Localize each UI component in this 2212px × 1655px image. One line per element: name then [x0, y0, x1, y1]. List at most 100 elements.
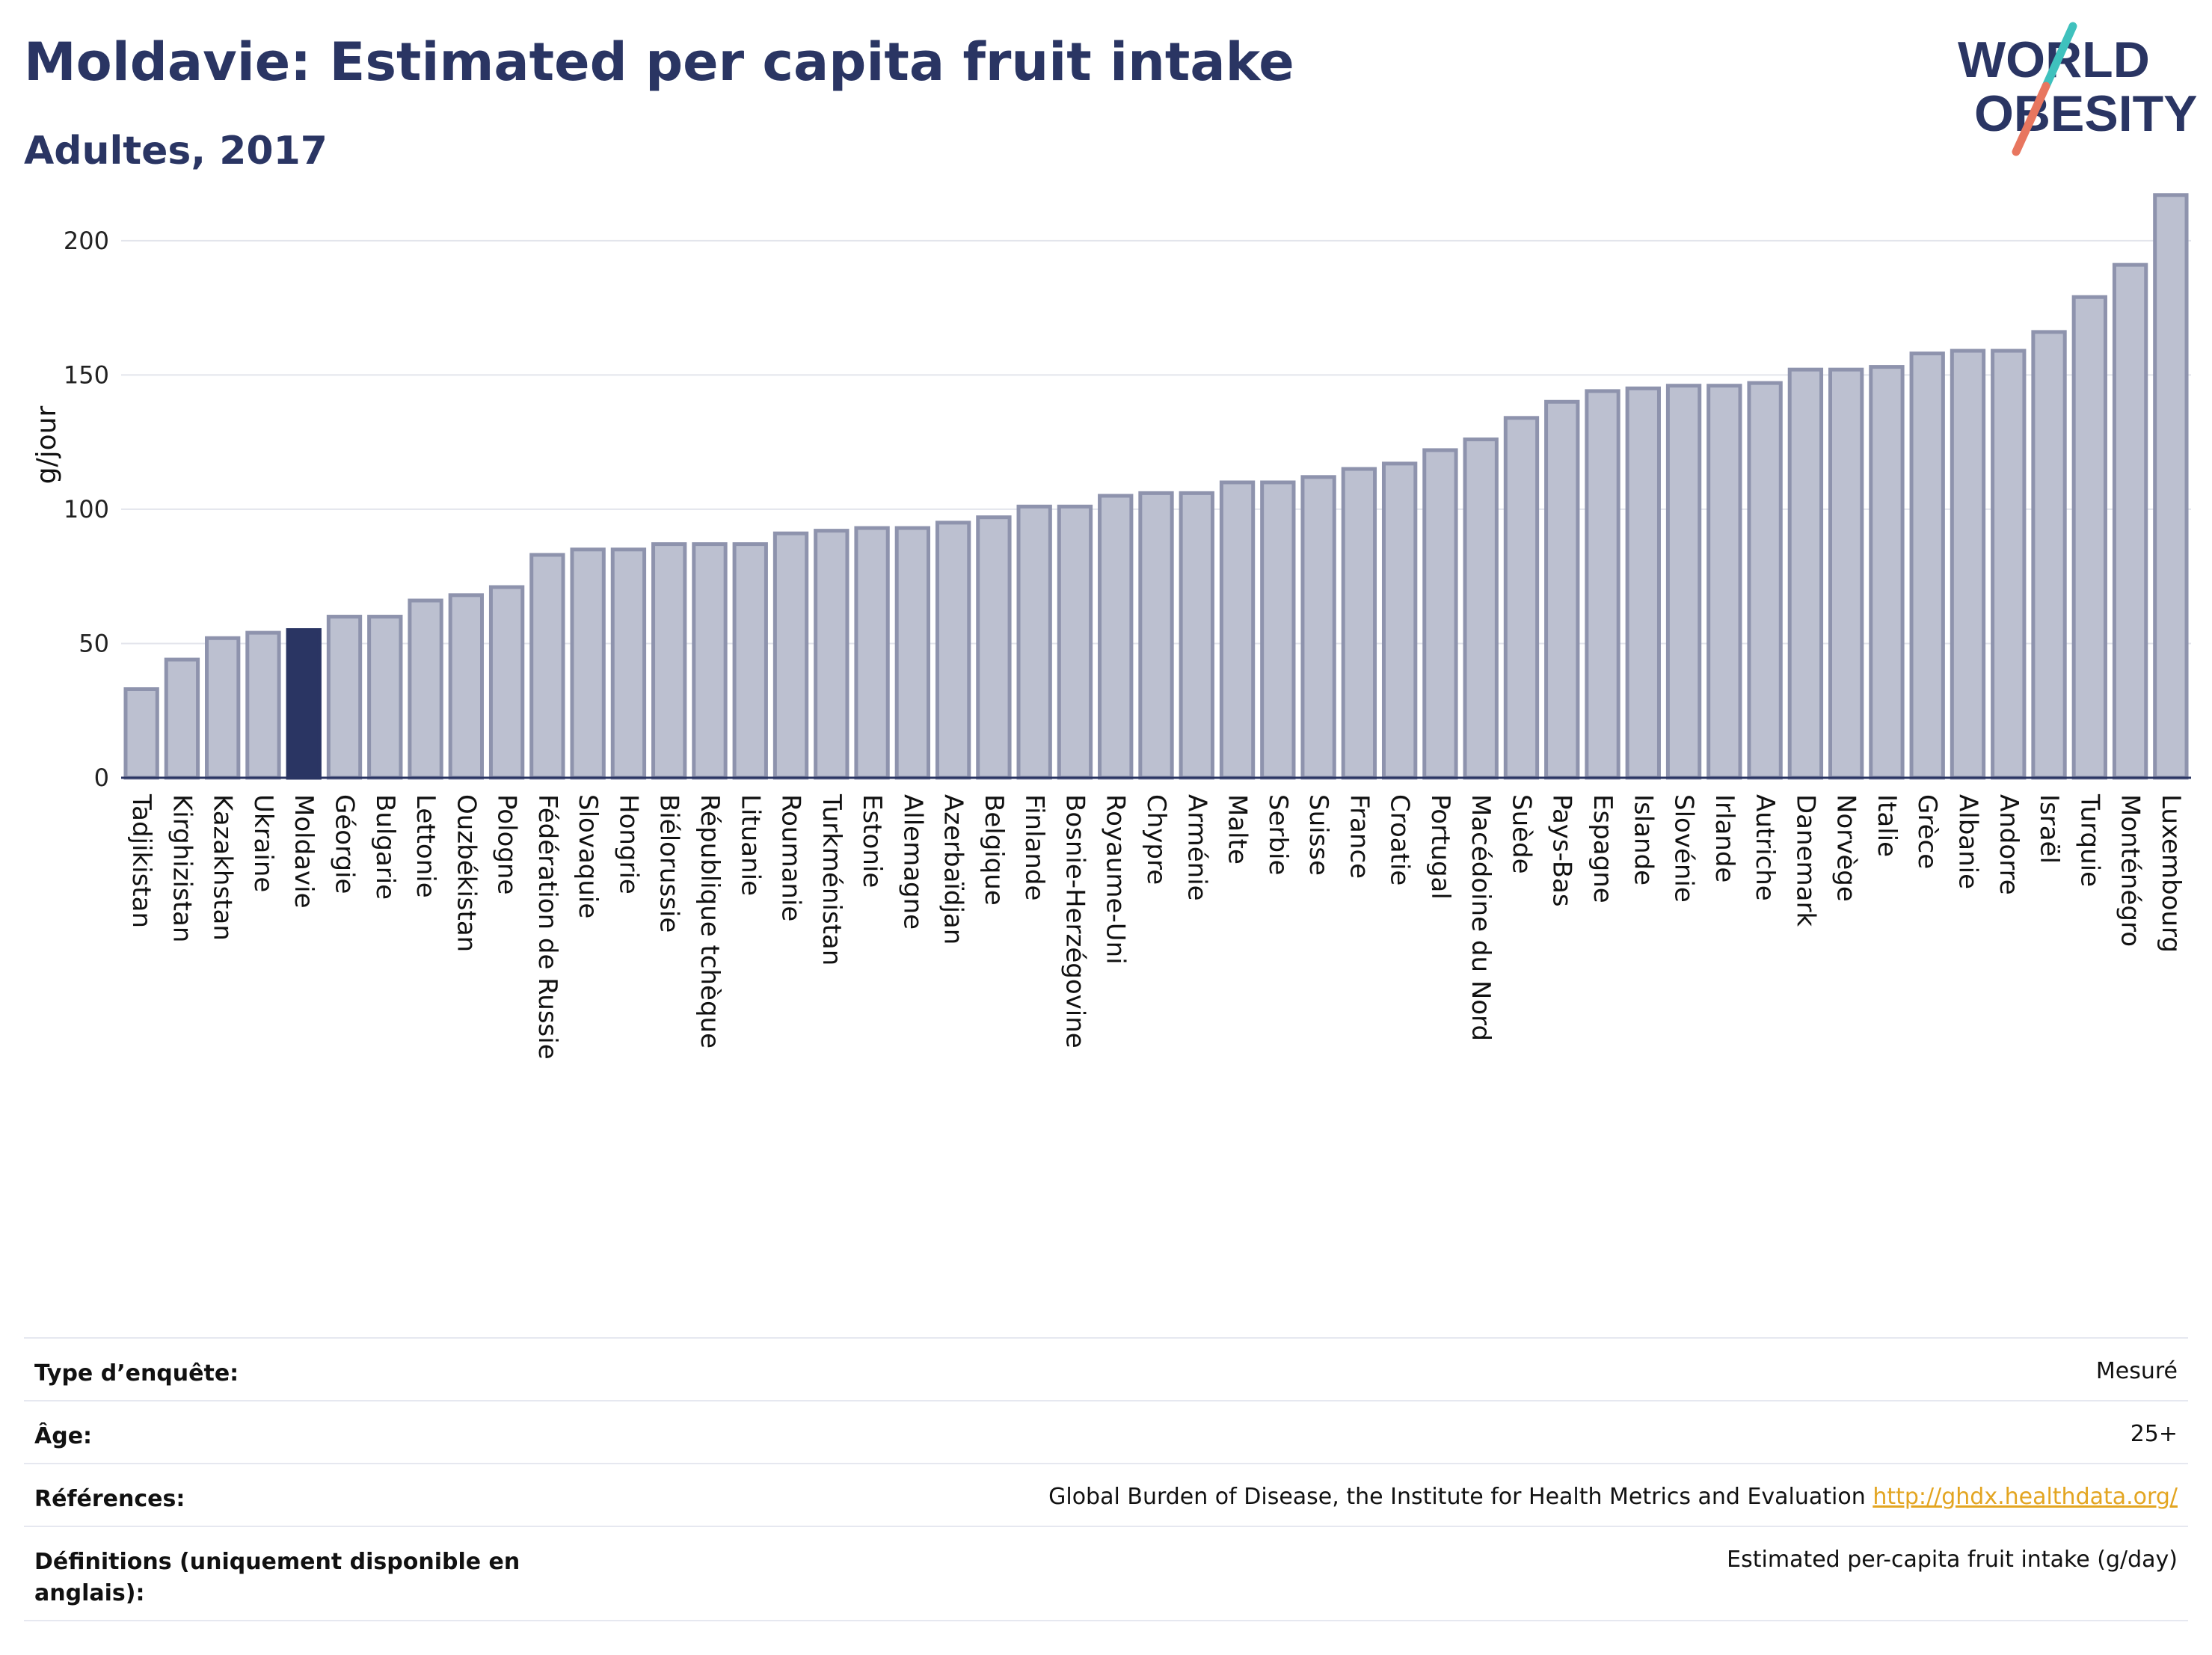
- x-tick-label: France: [1344, 794, 1374, 879]
- bar-bi-lorussie[interactable]: [651, 542, 687, 780]
- x-tick-label: Kazakhstan: [208, 794, 238, 941]
- bar-portugal[interactable]: [1422, 448, 1458, 780]
- y-tick-label: 50: [79, 629, 109, 657]
- bar-kirghizistan[interactable]: [164, 657, 200, 780]
- y-axis-ticks: 0 50 100 150 200: [64, 227, 109, 792]
- bar-autriche[interactable]: [1747, 381, 1783, 780]
- x-tick-label: Kirghizistan: [167, 794, 197, 942]
- x-tick-label: Italie: [1872, 794, 1902, 857]
- bar-r-publique-tch-que[interactable]: [692, 542, 728, 780]
- x-tick-label: Estonie: [857, 794, 887, 888]
- logo-slash-teal: [2042, 22, 2077, 90]
- logo-line2: OBESITY: [1974, 85, 2198, 142]
- x-tick-label: Albanie: [1953, 794, 1982, 889]
- chart-title: Moldavie: Estimated per capita fruit int…: [24, 31, 1294, 93]
- x-tick-label: Fédération de Russie: [532, 794, 562, 1060]
- x-tick-label: Royaume-Uni: [1101, 794, 1131, 965]
- bar-pologne[interactable]: [488, 585, 525, 780]
- bar-kazakhstan[interactable]: [205, 636, 241, 780]
- bar-arm-nie[interactable]: [1179, 491, 1214, 780]
- bar-azerba-djan[interactable]: [935, 521, 971, 780]
- x-tick-label: Arménie: [1182, 794, 1211, 901]
- bar-g-orgie[interactable]: [326, 615, 363, 780]
- bar-turquie[interactable]: [2071, 295, 2107, 780]
- bar-mont-n-gro[interactable]: [2112, 262, 2148, 780]
- bar-lituanie[interactable]: [732, 542, 768, 780]
- bar-finlande[interactable]: [1016, 504, 1052, 780]
- bar-norv-ge[interactable]: [1828, 367, 1864, 780]
- bar-su-de[interactable]: [1503, 416, 1540, 780]
- x-tick-label: Autriche: [1750, 794, 1780, 901]
- bar-islande[interactable]: [1625, 386, 1661, 780]
- x-tick-label: Turkménistan: [817, 793, 847, 965]
- reference-link[interactable]: http://ghdx.healthdata.org/: [1872, 1484, 2178, 1510]
- logo-slash-coral: [2012, 82, 2050, 156]
- bar-gr-ce[interactable]: [1909, 351, 1945, 780]
- x-tick-label: Luxembourg: [2156, 794, 2186, 953]
- bar-france[interactable]: [1341, 467, 1377, 780]
- x-tick-label: Bosnie-Herzégovine: [1060, 794, 1090, 1048]
- chart-subtitle: Adultes, 2017: [24, 129, 328, 174]
- bar-ukraine[interactable]: [245, 630, 281, 780]
- bar-pays-bas[interactable]: [1544, 399, 1580, 780]
- x-tick-label: Irlande: [1709, 794, 1739, 882]
- x-tick-label: Moldavie: [289, 794, 319, 909]
- bar-tadjikistan[interactable]: [123, 687, 159, 780]
- bars: [123, 193, 2189, 780]
- bar-irlande[interactable]: [1706, 384, 1742, 780]
- x-tick-label: Allemagne: [897, 794, 927, 930]
- bar-turkm-nistan[interactable]: [814, 529, 850, 780]
- bar-royaume-uni[interactable]: [1098, 494, 1134, 780]
- y-tick-label: 100: [64, 495, 109, 523]
- info-row-survey-type: Type d’enquête: Mesuré: [24, 1337, 2188, 1400]
- x-tick-label: Grèce: [1912, 794, 1942, 869]
- bar-slov-nie[interactable]: [1665, 384, 1702, 780]
- bar-mac-doine-du-nord[interactable]: [1463, 437, 1499, 780]
- world-obesity-logo: WORLD OBESITY: [1958, 22, 2198, 156]
- bar-lettonie[interactable]: [408, 598, 443, 780]
- bar-italie[interactable]: [1869, 365, 1905, 780]
- bar-roumanie[interactable]: [772, 531, 809, 780]
- bar-danemark[interactable]: [1787, 367, 1824, 780]
- info-value: Global Burden of Disease, the Institute …: [1048, 1484, 2178, 1510]
- x-tick-label: Azerbaïdjan: [938, 794, 968, 945]
- bar-slovaquie[interactable]: [570, 547, 606, 780]
- x-tick-label: Malte: [1223, 794, 1253, 865]
- info-row-age: Âge: 25+: [24, 1400, 2188, 1463]
- x-tick-label: Macédoine du Nord: [1466, 794, 1496, 1041]
- info-row-references: Références: Global Burden of Disease, th…: [24, 1463, 2188, 1526]
- bar-albanie[interactable]: [1950, 348, 1986, 780]
- bar-estonie[interactable]: [854, 526, 890, 780]
- bar-allemagne[interactable]: [894, 526, 931, 780]
- bar-hongrie[interactable]: [610, 547, 647, 780]
- bar-bulgarie[interactable]: [367, 615, 403, 780]
- bar-moldavie[interactable]: [286, 628, 322, 780]
- x-tick-label: République tchèque: [695, 794, 725, 1048]
- info-table: Type d’enquête: Mesuré Âge: 25+ Référenc…: [24, 1337, 2188, 1621]
- bar-chypre[interactable]: [1138, 491, 1174, 780]
- bar-croatie[interactable]: [1381, 461, 1418, 780]
- bar-isra-l[interactable]: [2031, 330, 2067, 780]
- x-tick-label: Lituanie: [735, 794, 765, 896]
- x-tick-label: Finlande: [1019, 794, 1049, 900]
- bar-ouzb-kistan[interactable]: [448, 593, 485, 780]
- x-axis-ticks: Tadjikistan Kirghizistan Kazakhstan Ukraine…: [126, 793, 2186, 1060]
- bar-suisse[interactable]: [1300, 475, 1336, 780]
- info-label: Références:: [34, 1486, 185, 1512]
- x-tick-label: Espagne: [1588, 794, 1617, 903]
- x-tick-label: Slovénie: [1669, 794, 1699, 903]
- x-tick-label: Belgique: [979, 794, 1009, 906]
- bar-luxembourg[interactable]: [2153, 193, 2189, 780]
- bar-andorre[interactable]: [1991, 348, 2027, 780]
- x-tick-label: Ukraine: [248, 794, 278, 892]
- bar-f-d-ration-de-russie[interactable]: [529, 553, 565, 780]
- bar-bosnie-herz-govine[interactable]: [1057, 504, 1093, 780]
- x-tick-label: Danemark: [1790, 794, 1820, 927]
- y-axis-label: g/jour: [31, 405, 62, 484]
- bar-serbie[interactable]: [1260, 480, 1296, 780]
- bar-belgique[interactable]: [976, 515, 1012, 780]
- bar-espagne[interactable]: [1585, 389, 1620, 780]
- bar-malte[interactable]: [1219, 480, 1256, 780]
- info-value: Mesuré: [2095, 1358, 2178, 1384]
- x-tick-label: Slovaquie: [573, 794, 603, 918]
